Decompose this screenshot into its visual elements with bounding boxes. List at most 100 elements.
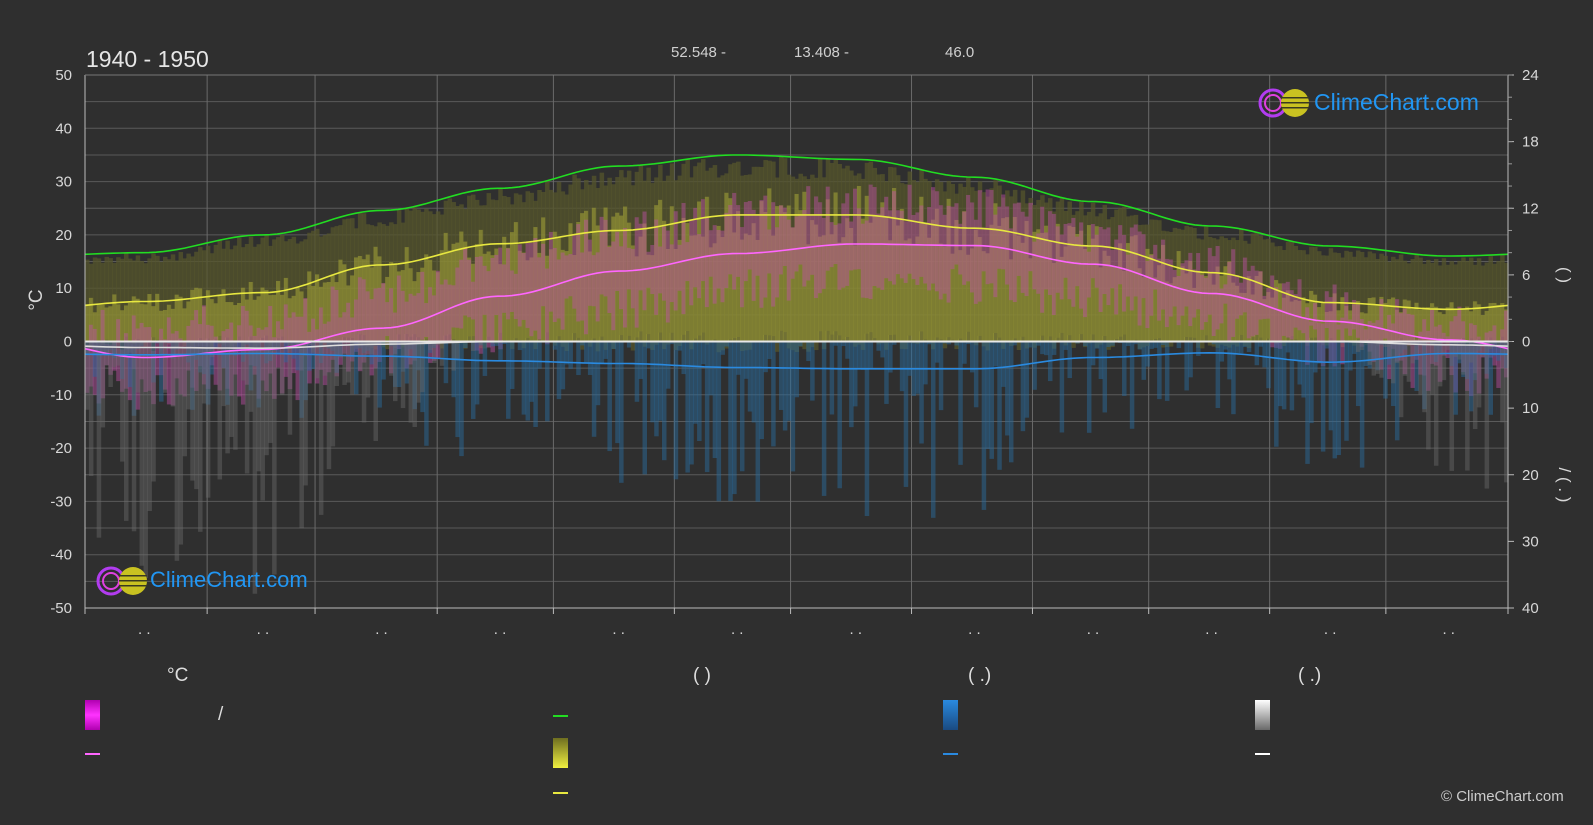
rain-bar [88, 341, 94, 347]
sunshine-bar [537, 252, 542, 342]
sunshine-bar [272, 294, 277, 342]
daylight-bar [1461, 257, 1466, 338]
daylight-bar [1371, 253, 1377, 341]
sunshine-bar [287, 298, 293, 342]
rain-bar [704, 341, 710, 473]
temp-range-bar [966, 194, 971, 282]
snow-bar [217, 341, 223, 480]
sunshine-bar [1188, 260, 1193, 342]
temp-range-bar [739, 227, 745, 308]
temp-range-bar [1219, 288, 1224, 324]
snow-bar [334, 341, 340, 386]
temp-range-bar [1016, 202, 1022, 276]
rain-bar [1122, 341, 1127, 396]
sunshine-line [84, 214, 1509, 311]
sunshine-bar [1480, 315, 1486, 342]
temp-range-bar [864, 220, 870, 299]
rain-bar [966, 341, 971, 345]
daylight-bar [1484, 262, 1490, 344]
daylight-bar [1480, 265, 1486, 347]
temp-range-bar [1094, 234, 1100, 288]
sunshine-bar [568, 223, 573, 342]
snow-bar [1402, 341, 1408, 376]
rain-bar [1336, 341, 1341, 456]
rain-bar [198, 341, 203, 373]
rain-bar [1137, 341, 1143, 350]
rain-bar [903, 341, 909, 487]
sunshine-bar [732, 232, 737, 342]
sunshine-bar [942, 246, 948, 342]
sunshine-bar [194, 287, 199, 342]
temp-range-bar [350, 317, 355, 362]
legend-temp-range-label: / [218, 704, 224, 725]
daylight-bar [162, 256, 168, 342]
rain-bar [1383, 341, 1388, 399]
temp-range-bar [1359, 319, 1365, 347]
sunshine-bar [190, 289, 195, 342]
sunshine-bar [1433, 306, 1439, 342]
rain-bar [237, 341, 242, 352]
snow-bar [209, 341, 215, 357]
daylight-bar [1379, 253, 1384, 340]
sunshine-bar [545, 255, 550, 342]
rain-bar [1067, 341, 1072, 379]
rain-bar [580, 341, 585, 346]
daylight-bar [1328, 248, 1334, 339]
sunshine-bar [771, 235, 776, 342]
snow-bar [1500, 341, 1505, 423]
rain-bar [1465, 341, 1470, 380]
snow-bar [1430, 341, 1435, 395]
snow-bar [318, 341, 324, 515]
rain-bar [494, 341, 499, 346]
sunshine-bar [260, 287, 265, 342]
sunshine-bar [825, 199, 831, 342]
rain-bar [1254, 341, 1260, 366]
rain-bar [759, 341, 764, 440]
sunshine-bar [1391, 297, 1396, 342]
rain-bar [888, 341, 893, 373]
temp-range-bar [548, 231, 554, 312]
rain-bar [213, 341, 219, 348]
sunshine-bar [1437, 312, 1443, 342]
temp-range-bar [389, 288, 394, 374]
sunshine-bar [1071, 227, 1076, 342]
daylight-bar [1192, 228, 1197, 338]
sunshine-bar [529, 257, 534, 342]
temp-range-bar [1044, 232, 1049, 290]
rain-bar [1036, 341, 1041, 346]
temp-range-bar [1055, 226, 1061, 293]
rain-bar [1375, 341, 1380, 371]
temp-range-bar [677, 244, 683, 291]
snow-bar [287, 341, 293, 435]
sunshine-bar [1238, 292, 1244, 342]
temp-range-bar [513, 273, 519, 320]
rain-bar [1352, 341, 1357, 354]
temp-range-bar [1125, 254, 1131, 297]
daylight-bar [213, 244, 219, 340]
chart-title: 1940 - 1950 [86, 46, 209, 72]
sunshine-bar [1453, 309, 1458, 342]
sunshine-bar [751, 223, 757, 342]
sunshine-bar [1067, 225, 1072, 342]
temp-range-bar [135, 328, 141, 410]
rain-bar [1059, 341, 1065, 433]
temp-range-bar [786, 219, 792, 301]
sunshine-bar [658, 199, 663, 342]
sunshine-bar [763, 212, 768, 342]
sunshine-bar [1001, 218, 1006, 342]
daylight-bar [1453, 264, 1458, 345]
sunshine-bar [1316, 307, 1322, 342]
rain-bar [1176, 341, 1182, 349]
daylight-bar [1316, 251, 1322, 342]
temp-range-bar [673, 211, 679, 311]
rain-bar [1297, 341, 1302, 385]
temp-range-bar [525, 242, 531, 328]
sunshine-bar [233, 305, 238, 342]
rain-bar [973, 341, 979, 408]
sunshine-bar [521, 252, 527, 342]
temp-range-bar [595, 252, 601, 322]
rain-bar [498, 341, 503, 361]
sunshine-bar [989, 224, 994, 342]
sunshine-bar [1106, 255, 1111, 342]
temp-range-bar [420, 271, 425, 340]
